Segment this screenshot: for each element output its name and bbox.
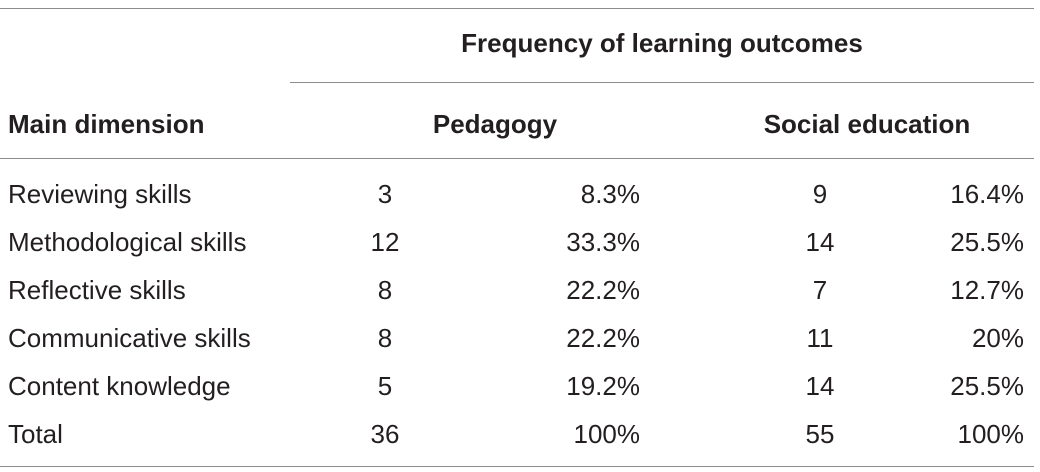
pedagogy-percent: 22.2% xyxy=(566,275,640,305)
table-row: Communicative skills 8 22.2% 11 20% xyxy=(0,314,1040,362)
pedagogy-count: 12 xyxy=(370,227,400,257)
row-dimension: Reviewing skills xyxy=(8,179,192,209)
social-percent: 25.5% xyxy=(950,371,1024,401)
social-percent: 20% xyxy=(971,323,1024,353)
header-bottom-rule xyxy=(0,158,1034,159)
group-header-rule xyxy=(290,82,1034,83)
table-row: Methodological skills 12 33.3% 14 25.5% xyxy=(0,218,1040,266)
pedagogy-percent: 19.2% xyxy=(566,371,640,401)
row-dimension: Total xyxy=(8,419,63,449)
social-count: 11 xyxy=(806,323,834,353)
social-count: 9 xyxy=(812,179,828,209)
pedagogy-percent: 100% xyxy=(573,419,641,449)
social-count: 14 xyxy=(805,227,835,257)
social-count: 55 xyxy=(805,419,835,449)
social-percent: 12.7% xyxy=(950,275,1024,305)
pedagogy-count: 3 xyxy=(377,179,393,209)
column-header-pedagogy: Pedagogy xyxy=(432,109,558,139)
table-row-total: Total 36 100% 55 100% xyxy=(0,410,1040,458)
row-dimension: Reflective skills xyxy=(8,275,186,305)
table-row: Reviewing skills 3 8.3% 9 16.4% xyxy=(0,170,1040,218)
pedagogy-count: 8 xyxy=(377,275,393,305)
row-dimension: Communicative skills xyxy=(8,323,251,353)
pedagogy-percent: 8.3% xyxy=(580,179,640,209)
table-top-rule xyxy=(0,8,1034,9)
pedagogy-percent: 33.3% xyxy=(566,227,640,257)
table-bottom-rule xyxy=(0,466,1034,467)
column-header-social-education: Social education xyxy=(763,109,971,139)
row-dimension: Content knowledge xyxy=(8,371,231,401)
table-row: Content knowledge 5 19.2% 14 25.5% xyxy=(0,362,1040,410)
pedagogy-count: 36 xyxy=(370,419,400,449)
column-header-main-dimension: Main dimension xyxy=(8,109,205,139)
social-percent: 16.4% xyxy=(950,179,1024,209)
social-count: 14 xyxy=(805,371,835,401)
pedagogy-count: 5 xyxy=(377,371,393,401)
pedagogy-percent: 22.2% xyxy=(566,323,640,353)
group-header: Frequency of learning outcomes xyxy=(461,28,863,58)
pedagogy-count: 8 xyxy=(377,323,393,353)
social-percent: 25.5% xyxy=(950,227,1024,257)
row-dimension: Methodological skills xyxy=(8,227,247,257)
social-count: 7 xyxy=(812,275,828,305)
table-row: Reflective skills 8 22.2% 7 12.7% xyxy=(0,266,1040,314)
social-percent: 100% xyxy=(957,419,1025,449)
